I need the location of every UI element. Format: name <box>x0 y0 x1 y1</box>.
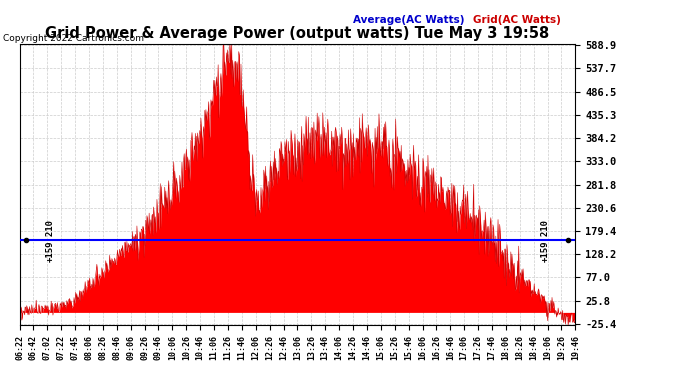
Text: Copyright 2022 Cartronics.com: Copyright 2022 Cartronics.com <box>3 34 144 43</box>
Text: +159.210: +159.210 <box>540 219 549 262</box>
Text: Average(AC Watts): Average(AC Watts) <box>353 15 464 26</box>
Text: Grid(AC Watts): Grid(AC Watts) <box>473 15 560 26</box>
Title: Grid Power & Average Power (output watts) Tue May 3 19:58: Grid Power & Average Power (output watts… <box>46 26 549 41</box>
Text: +159.210: +159.210 <box>46 219 55 262</box>
